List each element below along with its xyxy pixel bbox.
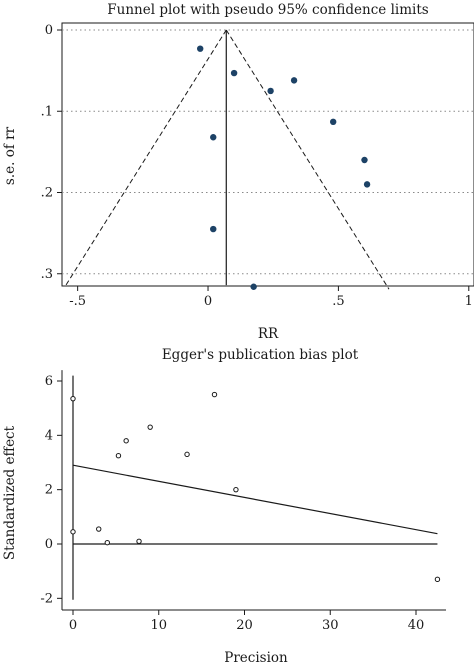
egger-point xyxy=(115,453,122,459)
egger-point xyxy=(147,424,153,430)
egger-plot: Egger's publication bias plot 0 10 20 30 40 … xyxy=(2,347,447,666)
egger-point xyxy=(70,529,76,535)
funnel-point xyxy=(250,283,257,290)
egger-point xyxy=(136,538,142,544)
funnel-y-tick-label: .3 xyxy=(41,267,53,282)
funnel-y-tick-label: 0 xyxy=(45,23,53,38)
egger-x-tick-label: 20 xyxy=(236,618,253,633)
egger-lines xyxy=(72,375,438,600)
egger-y-tick-label: -2 xyxy=(40,591,53,606)
funnel-point xyxy=(361,156,368,164)
egger-point xyxy=(233,486,239,493)
egger-point xyxy=(104,539,111,546)
egger-title: Egger's publication bias plot xyxy=(162,347,359,363)
egger-y-tick-label: 6 xyxy=(45,374,53,389)
egger-y-ticks: -2 0 2 4 6 xyxy=(40,374,62,606)
funnel-x-tick-label: 0 xyxy=(204,294,212,309)
funnel-point xyxy=(197,45,204,52)
funnel-points xyxy=(197,45,371,290)
egger-point xyxy=(434,576,441,583)
egger-x-tick-label: 30 xyxy=(322,618,339,633)
funnel-x-tick-label: .5 xyxy=(332,294,344,309)
funnel-plot-frame xyxy=(61,22,474,287)
egger-y-tick-label: 2 xyxy=(45,483,53,498)
egger-points xyxy=(70,391,441,583)
egger-x-axis-title: Precision xyxy=(224,650,288,666)
egger-point xyxy=(96,526,102,532)
egger-point xyxy=(211,391,218,398)
funnel-x-ticks: -.5 0 .5 1 xyxy=(69,286,473,309)
funnel-y-tick-label: .1 xyxy=(41,104,53,119)
egger-x-tick-label: 40 xyxy=(408,618,425,633)
funnel-x-tick-label: -.5 xyxy=(69,294,86,309)
funnel-x-tick-label: 1 xyxy=(465,294,473,309)
funnel-point xyxy=(267,87,274,95)
funnel-y-ticks: 0 .1 .2 .3 xyxy=(41,23,62,282)
funnel-point xyxy=(210,134,217,141)
funnel-point xyxy=(210,225,217,233)
egger-x-tick-label: 0 xyxy=(69,618,77,633)
funnel-x-axis-title: RR xyxy=(258,326,279,342)
funnel-point xyxy=(329,118,337,126)
funnel-reference-lines xyxy=(65,29,390,290)
funnel-point xyxy=(230,69,238,77)
egger-y-tick-label: 4 xyxy=(45,428,53,443)
funnel-plot: Funnel plot with pseudo 95% confidence l… xyxy=(2,2,474,342)
egger-regression-line xyxy=(72,464,438,535)
funnel-title: Funnel plot with pseudo 95% confidence l… xyxy=(107,2,428,18)
funnel-point xyxy=(290,77,298,84)
funnel-gridlines xyxy=(62,29,474,275)
egger-point xyxy=(70,395,76,402)
egger-point xyxy=(184,451,190,458)
funnel-ci-left-line xyxy=(65,29,227,286)
funnel-point xyxy=(363,181,371,188)
egger-y-axis-title: Standardized effect xyxy=(2,425,18,560)
egger-y-tick-label: 0 xyxy=(45,537,53,552)
egger-axes xyxy=(61,370,447,611)
egger-point xyxy=(123,438,129,444)
egger-x-ticks: 0 10 20 30 40 xyxy=(69,610,424,633)
egger-x-tick-label: 10 xyxy=(150,618,167,633)
funnel-y-axis-title: s.e. of rr xyxy=(2,126,18,185)
funnel-ci-right-line xyxy=(225,29,390,290)
funnel-y-tick-label: .2 xyxy=(41,186,53,201)
